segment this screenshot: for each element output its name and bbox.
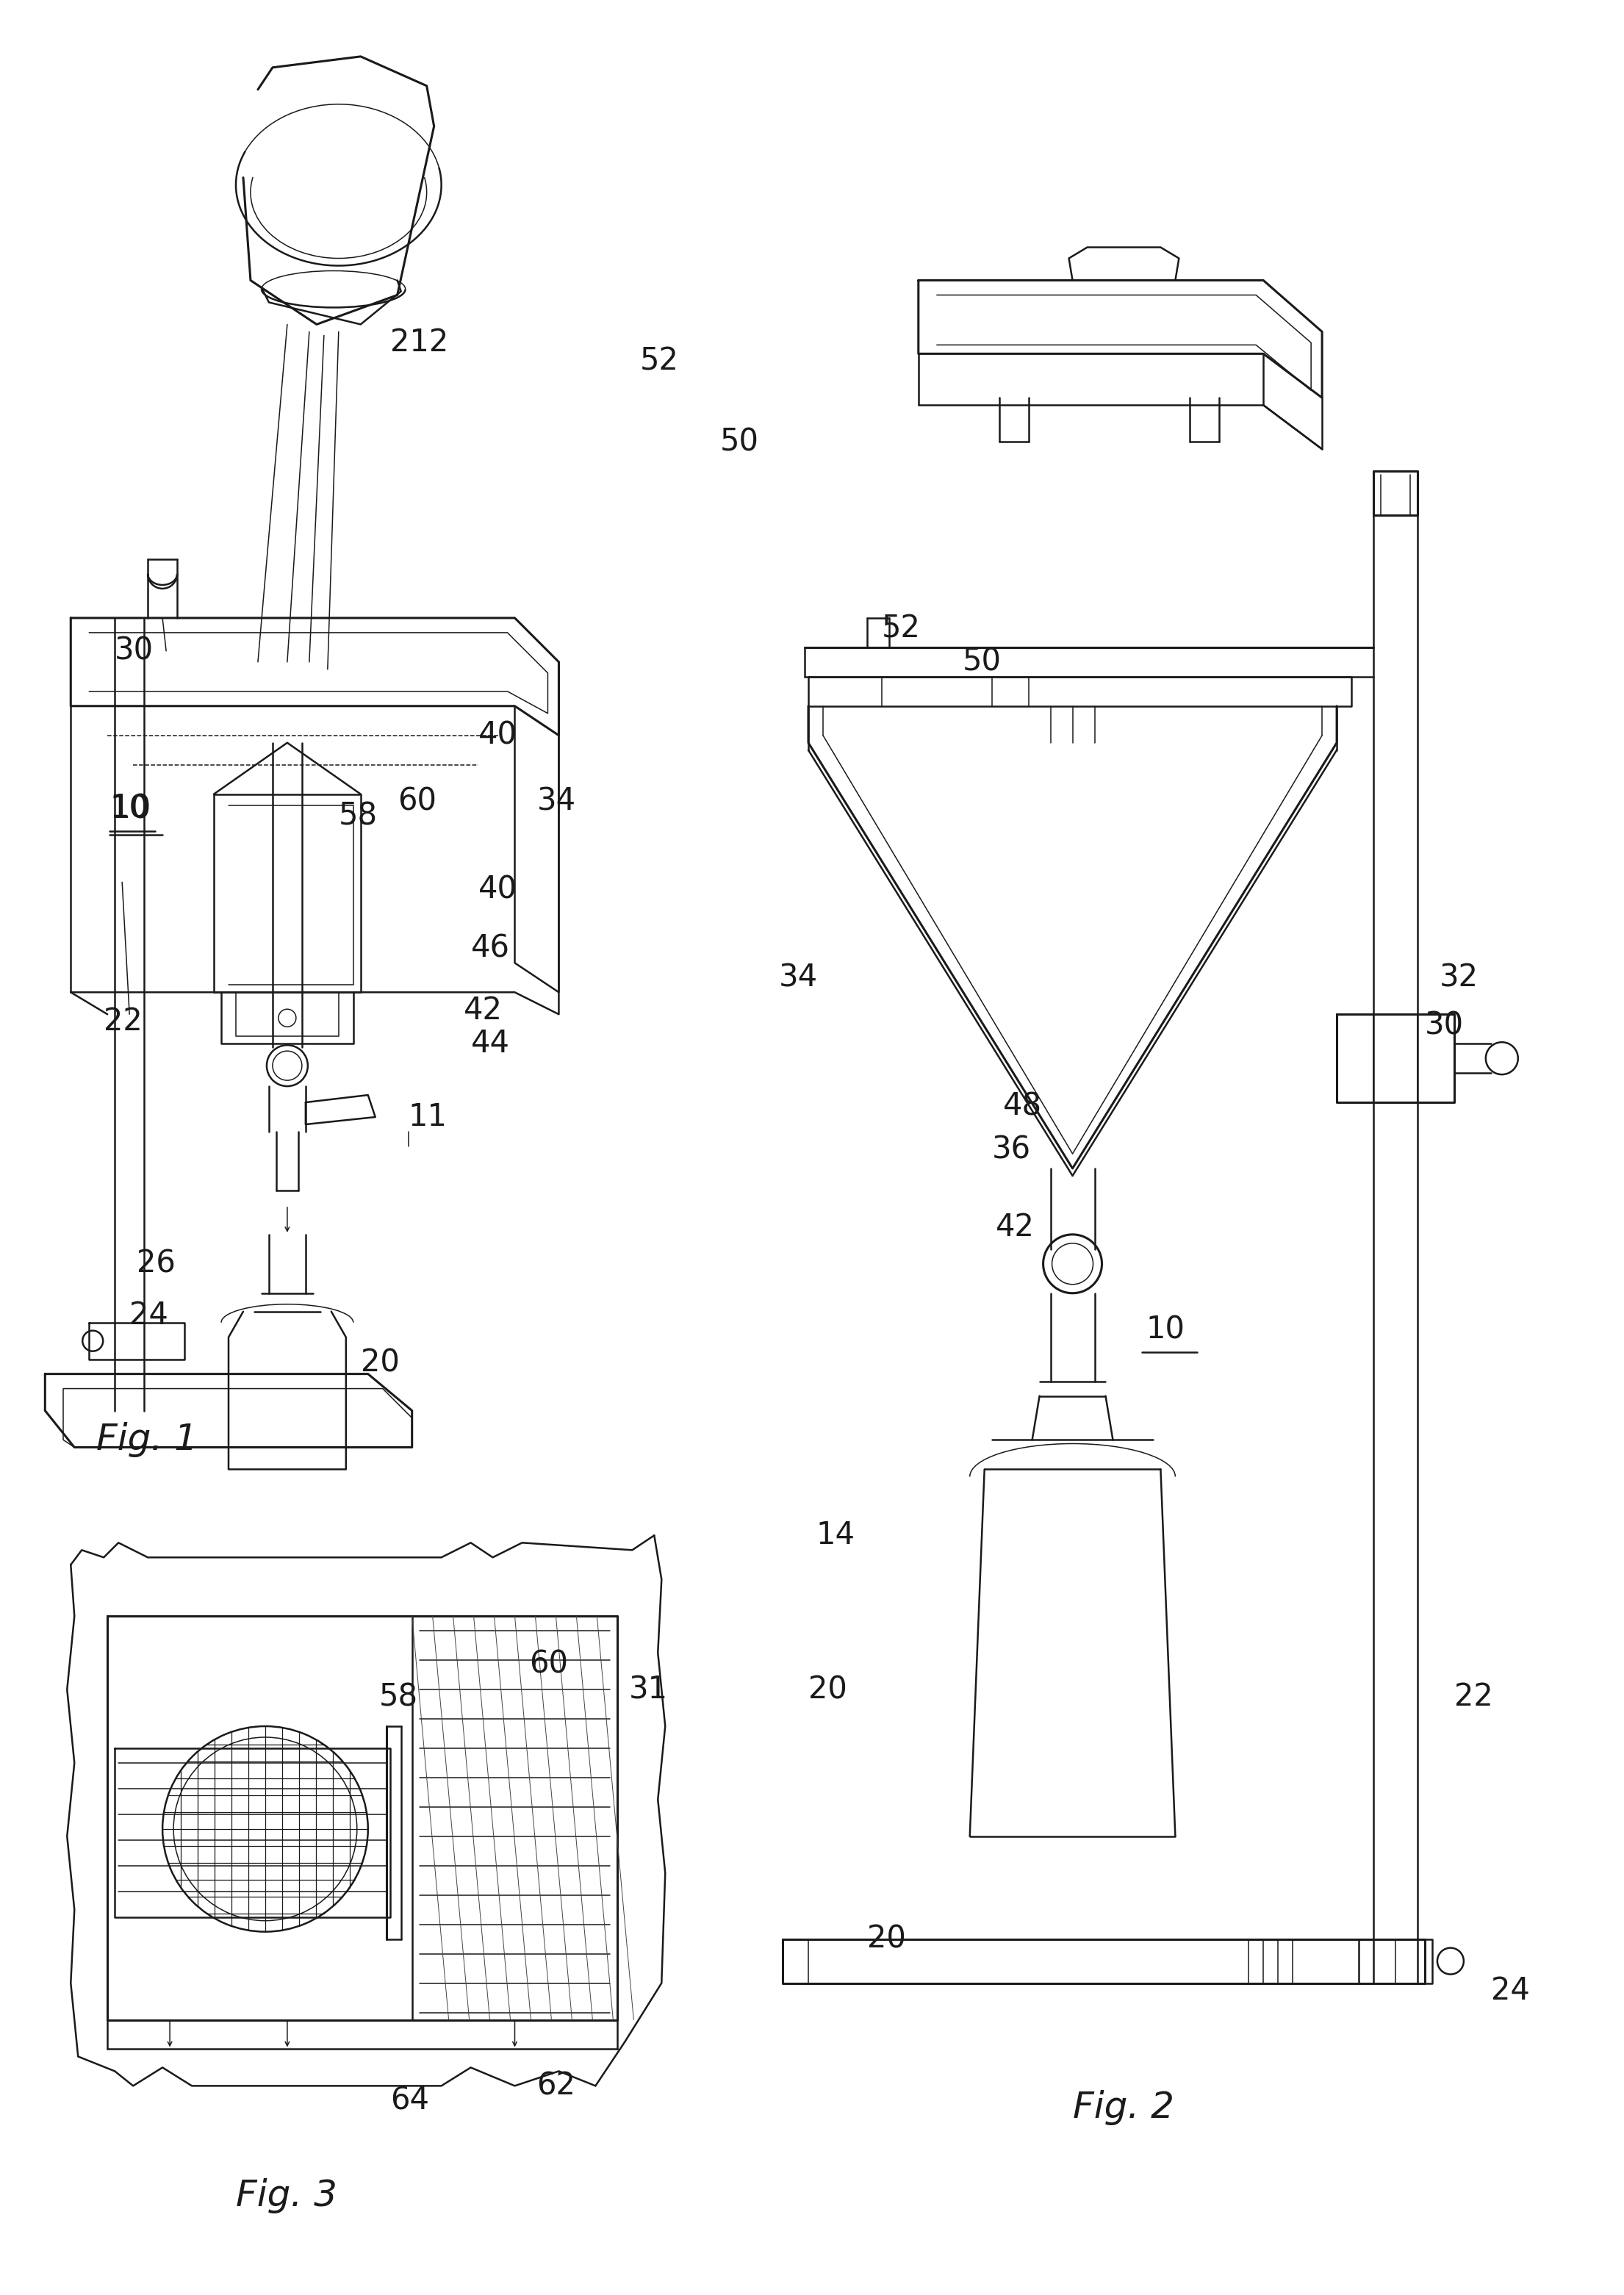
Text: 48: 48 — [1002, 1090, 1043, 1122]
Text: 58: 58 — [378, 1682, 417, 1712]
Text: 22: 22 — [104, 1005, 143, 1037]
Text: 52: 52 — [882, 613, 921, 645]
Text: 10: 10 — [1147, 1315, 1186, 1345]
Text: 52: 52 — [640, 347, 679, 376]
Text: 60: 60 — [529, 1648, 568, 1680]
Text: 30: 30 — [115, 636, 154, 666]
Text: 20: 20 — [867, 1923, 906, 1955]
Text: 58: 58 — [339, 801, 378, 831]
Text: 20: 20 — [809, 1673, 848, 1705]
Text: 60: 60 — [398, 785, 437, 817]
Text: 62: 62 — [538, 2070, 575, 2102]
Text: 46: 46 — [471, 932, 510, 964]
Text: 50: 50 — [963, 647, 1002, 677]
Text: Fig. 3: Fig. 3 — [235, 2178, 338, 2215]
Text: 40: 40 — [477, 721, 516, 750]
Text: 50: 50 — [721, 427, 758, 457]
Text: 40: 40 — [477, 874, 516, 904]
Text: 11: 11 — [408, 1102, 447, 1131]
Text: 212: 212 — [390, 328, 448, 358]
Text: 10: 10 — [110, 794, 148, 824]
Text: 22: 22 — [1453, 1682, 1492, 1712]
Text: 24: 24 — [130, 1299, 169, 1331]
Text: 10: 10 — [110, 794, 151, 824]
Text: 34: 34 — [538, 785, 577, 817]
Text: 32: 32 — [1439, 962, 1478, 994]
Text: Fig. 2: Fig. 2 — [1072, 2091, 1174, 2125]
Text: 34: 34 — [780, 962, 818, 994]
Text: 42: 42 — [996, 1212, 1034, 1242]
Text: 64: 64 — [390, 2086, 429, 2116]
Text: 26: 26 — [136, 1248, 175, 1278]
Text: 30: 30 — [1424, 1010, 1463, 1040]
Text: 24: 24 — [1491, 1976, 1530, 2006]
Text: 42: 42 — [463, 996, 502, 1026]
Text: Fig. 1: Fig. 1 — [96, 1423, 198, 1457]
Text: 31: 31 — [628, 1673, 667, 1705]
Text: 44: 44 — [471, 1028, 510, 1058]
Text: 20: 20 — [361, 1347, 400, 1379]
Text: 36: 36 — [992, 1134, 1031, 1166]
Text: 14: 14 — [815, 1519, 854, 1551]
